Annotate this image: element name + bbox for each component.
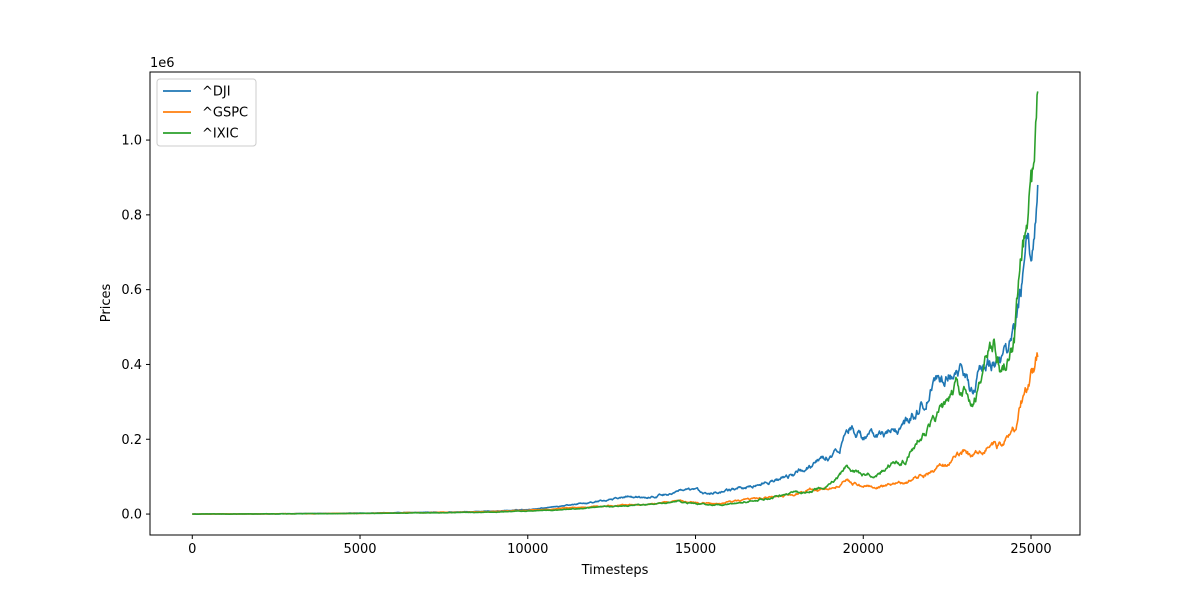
y-tick-label: 0.0 [121,508,142,523]
y-tick-label: 0.6 [121,283,142,298]
x-tick-label: 0 [188,542,196,557]
y-tick-label: 0.4 [121,358,142,373]
x-tick-label: 10000 [507,542,548,557]
series-line-ixic [192,91,1039,515]
x-tick-label: 25000 [1010,542,1051,557]
legend-frame [156,78,257,147]
y-tick-label: 0.8 [121,208,142,223]
legend-label: ^DJI [202,85,231,100]
y-tick-label: 0.2 [121,433,142,448]
axes-frame [149,71,1081,536]
legend-label: ^GSPC [202,106,248,121]
legend-label: ^IXIC [202,127,239,142]
y-axis-offset-label: 1e6 [150,56,175,71]
x-axis-label: Timesteps [581,563,649,578]
y-tick-label: 1.0 [121,134,142,149]
plot-area [149,71,1081,536]
x-axis: 0 5000 10000 15000 20000 25000 [188,535,1052,557]
x-tick-label: 20000 [843,542,884,557]
legend: ^DJI ^GSPC ^IXIC [156,78,257,147]
x-tick-label: 5000 [343,542,376,557]
y-axis-label: Prices [99,284,114,323]
y-axis: 0.0 0.2 0.4 0.6 0.8 1.0 [121,134,150,523]
x-tick-label: 15000 [675,542,716,557]
series-group [192,91,1039,515]
